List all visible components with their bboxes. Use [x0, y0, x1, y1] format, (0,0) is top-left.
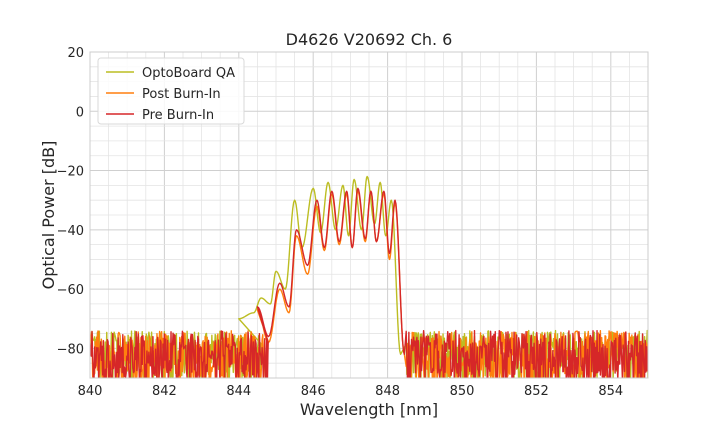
x-tick-label: 846 — [301, 384, 326, 399]
y-axis-label: Optical Power [dB] — [39, 141, 58, 290]
series-line-pre-burn-in — [90, 187, 648, 378]
legend-box — [97, 57, 245, 125]
x-tick-label: 852 — [524, 384, 549, 399]
x-tick-label: 844 — [226, 384, 251, 399]
series-group — [90, 175, 648, 378]
chart-title: D4626 V20692 Ch. 6 — [286, 30, 453, 49]
x-tick-label: 842 — [152, 384, 177, 399]
y-tick-label: −20 — [57, 165, 84, 180]
y-tick-label: 20 — [67, 46, 84, 61]
y-tick-label: −80 — [57, 342, 84, 357]
y-tick-label: 0 — [76, 105, 84, 120]
plot-frame — [89, 51, 649, 379]
y-tick-label: −40 — [57, 224, 84, 239]
y-tick-label: −60 — [57, 283, 84, 298]
x-tick-label: 850 — [450, 384, 475, 399]
legend-label: OptoBoard QA — [142, 66, 235, 81]
legend-label: Post Burn-In — [142, 87, 221, 102]
legend: OptoBoard QA Post Burn-In Pre Burn-In — [97, 57, 245, 125]
x-tick-label: 848 — [375, 384, 400, 399]
x-tick-label: 840 — [78, 384, 103, 399]
y-tick-labels: −80 −60 −40 −20 0 20 — [57, 46, 84, 357]
x-tick-labels: 840 842 844 846 848 850 852 854 — [78, 384, 624, 399]
x-axis-label: Wavelength [nm] — [300, 400, 438, 419]
legend-label: Pre Burn-In — [142, 108, 214, 123]
x-tick-label: 854 — [598, 384, 623, 399]
